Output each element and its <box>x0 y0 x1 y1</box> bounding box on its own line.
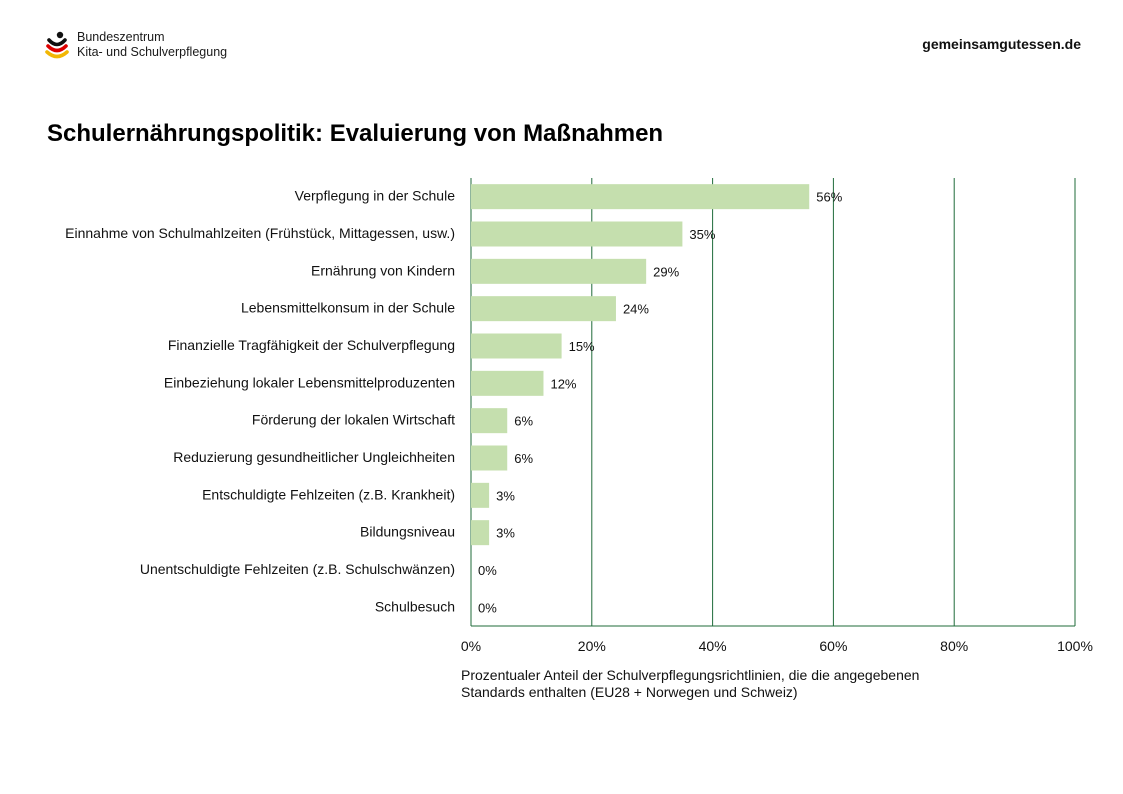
x-axis-title: Prozentualer Anteil der Schulverpflegung… <box>461 667 1001 701</box>
bar <box>471 221 683 247</box>
category-label: Unentschuldigte Fehlzeiten (z.B. Schulsc… <box>140 561 455 577</box>
logo-line-1: Bundeszentrum <box>77 30 165 44</box>
page-title: Schulernährungspolitik: Evaluierung von … <box>47 120 664 147</box>
logo-arc-black <box>47 38 67 47</box>
category-label: Schulbesuch <box>375 598 455 614</box>
bar <box>471 184 810 210</box>
logo-arc-red <box>46 44 68 53</box>
data-label: 12% <box>550 376 576 391</box>
category-label: Entschuldigte Fehlzeiten (z.B. Krankheit… <box>202 486 455 502</box>
bar <box>471 258 647 284</box>
logo-line-2: Kita- und Schulverpflegung <box>77 45 228 59</box>
x-tick-label: 100% <box>1057 638 1093 654</box>
x-axis-title-line-2: Standards enthalten (EU28 + Norwegen und… <box>461 684 798 700</box>
bar <box>471 482 490 508</box>
data-label: 6% <box>514 451 533 466</box>
category-label: Verpflegung in der Schule <box>295 188 456 204</box>
logo: Bundeszentrum Kita- und Schulverpflegung <box>44 30 227 64</box>
data-label: 0% <box>478 563 497 578</box>
category-label: Einbeziehung lokaler Lebensmittelproduze… <box>164 374 455 390</box>
logo-text: Bundeszentrum Kita- und Schulverpflegung <box>77 30 227 60</box>
data-label: 15% <box>569 339 595 354</box>
x-tick-label: 20% <box>578 638 606 654</box>
bar <box>471 296 616 322</box>
data-label: 29% <box>653 264 679 279</box>
category-label: Förderung der lokalen Wirtschaft <box>252 412 455 428</box>
x-tick-label: 60% <box>819 638 847 654</box>
data-label: 3% <box>496 526 515 541</box>
bar <box>471 520 490 546</box>
category-label: Einnahme von Schulmahlzeiten (Frühstück,… <box>65 225 455 241</box>
category-label: Finanzielle Tragfähigkeit der Schulverpf… <box>168 337 455 353</box>
x-tick-label: 80% <box>940 638 968 654</box>
x-tick-label: 0% <box>461 638 481 654</box>
x-axis-title-line-1: Prozentualer Anteil der Schulverpflegung… <box>461 667 920 683</box>
data-label: 56% <box>816 190 842 205</box>
data-label: 35% <box>689 227 715 242</box>
logo-head <box>56 31 64 39</box>
data-label: 24% <box>623 302 649 317</box>
x-tick-label: 40% <box>699 638 727 654</box>
bar <box>471 408 508 434</box>
bar <box>471 333 562 359</box>
category-label: Lebensmittelkonsum in der Schule <box>241 300 455 316</box>
logo-arc-gold <box>45 50 69 59</box>
category-label: Reduzierung gesundheitlicher Ungleichhei… <box>173 449 455 465</box>
category-label: Bildungsniveau <box>360 524 455 540</box>
bar <box>471 370 544 396</box>
category-label: Ernährung von Kindern <box>311 262 455 278</box>
data-label: 6% <box>514 414 533 429</box>
website-url: gemeinsamgutessen.de <box>922 36 1081 52</box>
logo-icon <box>45 31 69 59</box>
data-label: 3% <box>496 488 515 503</box>
bar <box>471 445 508 471</box>
data-label: 0% <box>478 600 497 615</box>
